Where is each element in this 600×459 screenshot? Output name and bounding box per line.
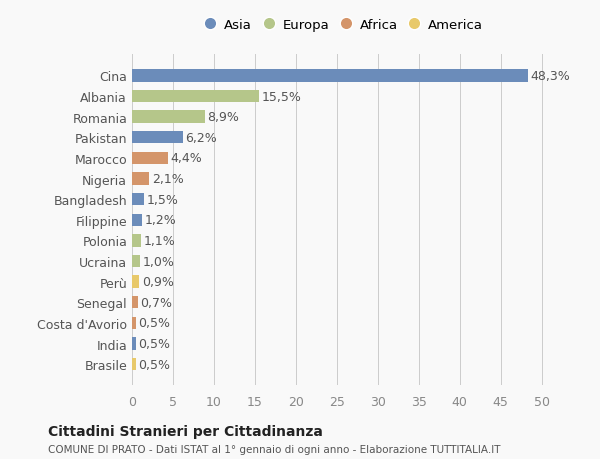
Text: Cittadini Stranieri per Cittadinanza: Cittadini Stranieri per Cittadinanza bbox=[48, 425, 323, 438]
Text: 48,3%: 48,3% bbox=[530, 70, 570, 83]
Text: COMUNE DI PRATO - Dati ISTAT al 1° gennaio di ogni anno - Elaborazione TUTTITALI: COMUNE DI PRATO - Dati ISTAT al 1° genna… bbox=[48, 444, 500, 454]
Bar bbox=[132, 255, 140, 268]
Bar bbox=[132, 173, 149, 185]
Bar bbox=[132, 194, 144, 206]
Text: 0,5%: 0,5% bbox=[139, 337, 170, 350]
Text: 8,9%: 8,9% bbox=[208, 111, 239, 124]
Bar bbox=[132, 235, 141, 247]
Text: 0,5%: 0,5% bbox=[139, 317, 170, 330]
Text: 4,4%: 4,4% bbox=[170, 152, 202, 165]
Text: 15,5%: 15,5% bbox=[262, 90, 301, 103]
Bar bbox=[132, 152, 168, 165]
Bar bbox=[132, 297, 138, 309]
Bar bbox=[132, 338, 136, 350]
Bar bbox=[132, 91, 259, 103]
Text: 2,1%: 2,1% bbox=[152, 173, 184, 185]
Bar bbox=[132, 70, 527, 83]
Text: 0,7%: 0,7% bbox=[140, 296, 172, 309]
Bar bbox=[132, 276, 139, 288]
Text: 0,9%: 0,9% bbox=[142, 275, 174, 289]
Bar bbox=[132, 317, 136, 330]
Text: 1,2%: 1,2% bbox=[144, 214, 176, 227]
Legend: Asia, Europa, Africa, America: Asia, Europa, Africa, America bbox=[207, 19, 483, 32]
Text: 0,5%: 0,5% bbox=[139, 358, 170, 371]
Text: 1,0%: 1,0% bbox=[143, 255, 175, 268]
Bar bbox=[132, 358, 136, 370]
Text: 6,2%: 6,2% bbox=[185, 132, 217, 145]
Text: 1,1%: 1,1% bbox=[143, 235, 175, 247]
Bar bbox=[132, 214, 142, 226]
Bar bbox=[132, 132, 183, 144]
Bar bbox=[132, 111, 205, 123]
Text: 1,5%: 1,5% bbox=[147, 193, 179, 206]
